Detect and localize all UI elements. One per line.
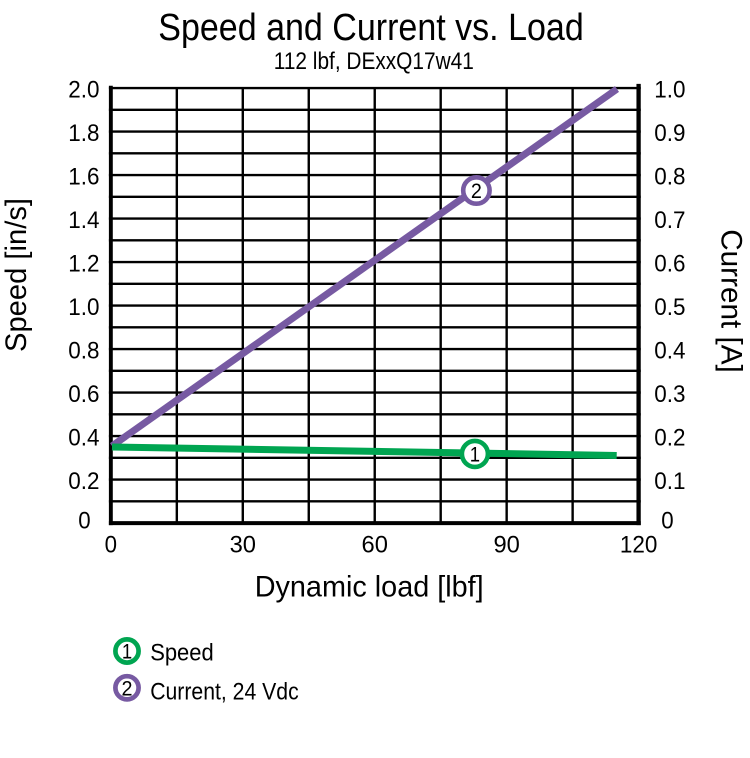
svg-text:0: 0 [78,507,90,534]
svg-text:2.0: 2.0 [68,76,99,103]
svg-text:0.6: 0.6 [68,381,99,408]
svg-text:Speed: Speed [150,640,214,667]
svg-text:0.5: 0.5 [654,294,685,321]
svg-text:90: 90 [493,532,519,559]
svg-text:0: 0 [105,532,117,559]
svg-text:Dynamic load [lbf]: Dynamic load [lbf] [255,571,484,604]
svg-text:Current, 24 Vdc: Current, 24 Vdc [150,678,299,705]
svg-text:1.8: 1.8 [68,120,99,147]
svg-text:0.4: 0.4 [68,424,99,451]
svg-text:0.8: 0.8 [654,163,685,190]
svg-text:0.2: 0.2 [68,468,99,495]
svg-text:Current [A]: Current [A] [715,229,748,373]
svg-text:Speed and Current vs. Load: Speed and Current vs. Load [158,7,584,49]
svg-text:0.4: 0.4 [654,337,685,364]
svg-text:1.4: 1.4 [68,207,99,234]
svg-text:0.7: 0.7 [654,207,685,234]
svg-text:2: 2 [471,180,482,203]
svg-text:1.0: 1.0 [68,294,99,321]
svg-text:0.6: 0.6 [654,250,685,277]
svg-text:1: 1 [470,443,480,466]
svg-text:0.3: 0.3 [654,381,685,408]
svg-text:Speed [in/s]: Speed [in/s] [0,198,33,352]
svg-text:1.6: 1.6 [68,163,99,190]
svg-text:1.0: 1.0 [654,76,685,103]
svg-text:0.2: 0.2 [654,424,685,451]
svg-text:0: 0 [661,507,673,534]
svg-text:112 lbf, DExxQ17w41: 112 lbf, DExxQ17w41 [274,48,474,75]
svg-text:0.1: 0.1 [654,468,685,495]
svg-text:1.2: 1.2 [68,250,99,277]
svg-text:0.9: 0.9 [654,120,685,147]
svg-text:30: 30 [230,532,256,559]
svg-text:120: 120 [620,532,658,559]
svg-text:2: 2 [122,677,133,700]
svg-text:60: 60 [362,532,388,559]
svg-text:0.8: 0.8 [68,337,99,364]
svg-text:1: 1 [122,641,132,664]
